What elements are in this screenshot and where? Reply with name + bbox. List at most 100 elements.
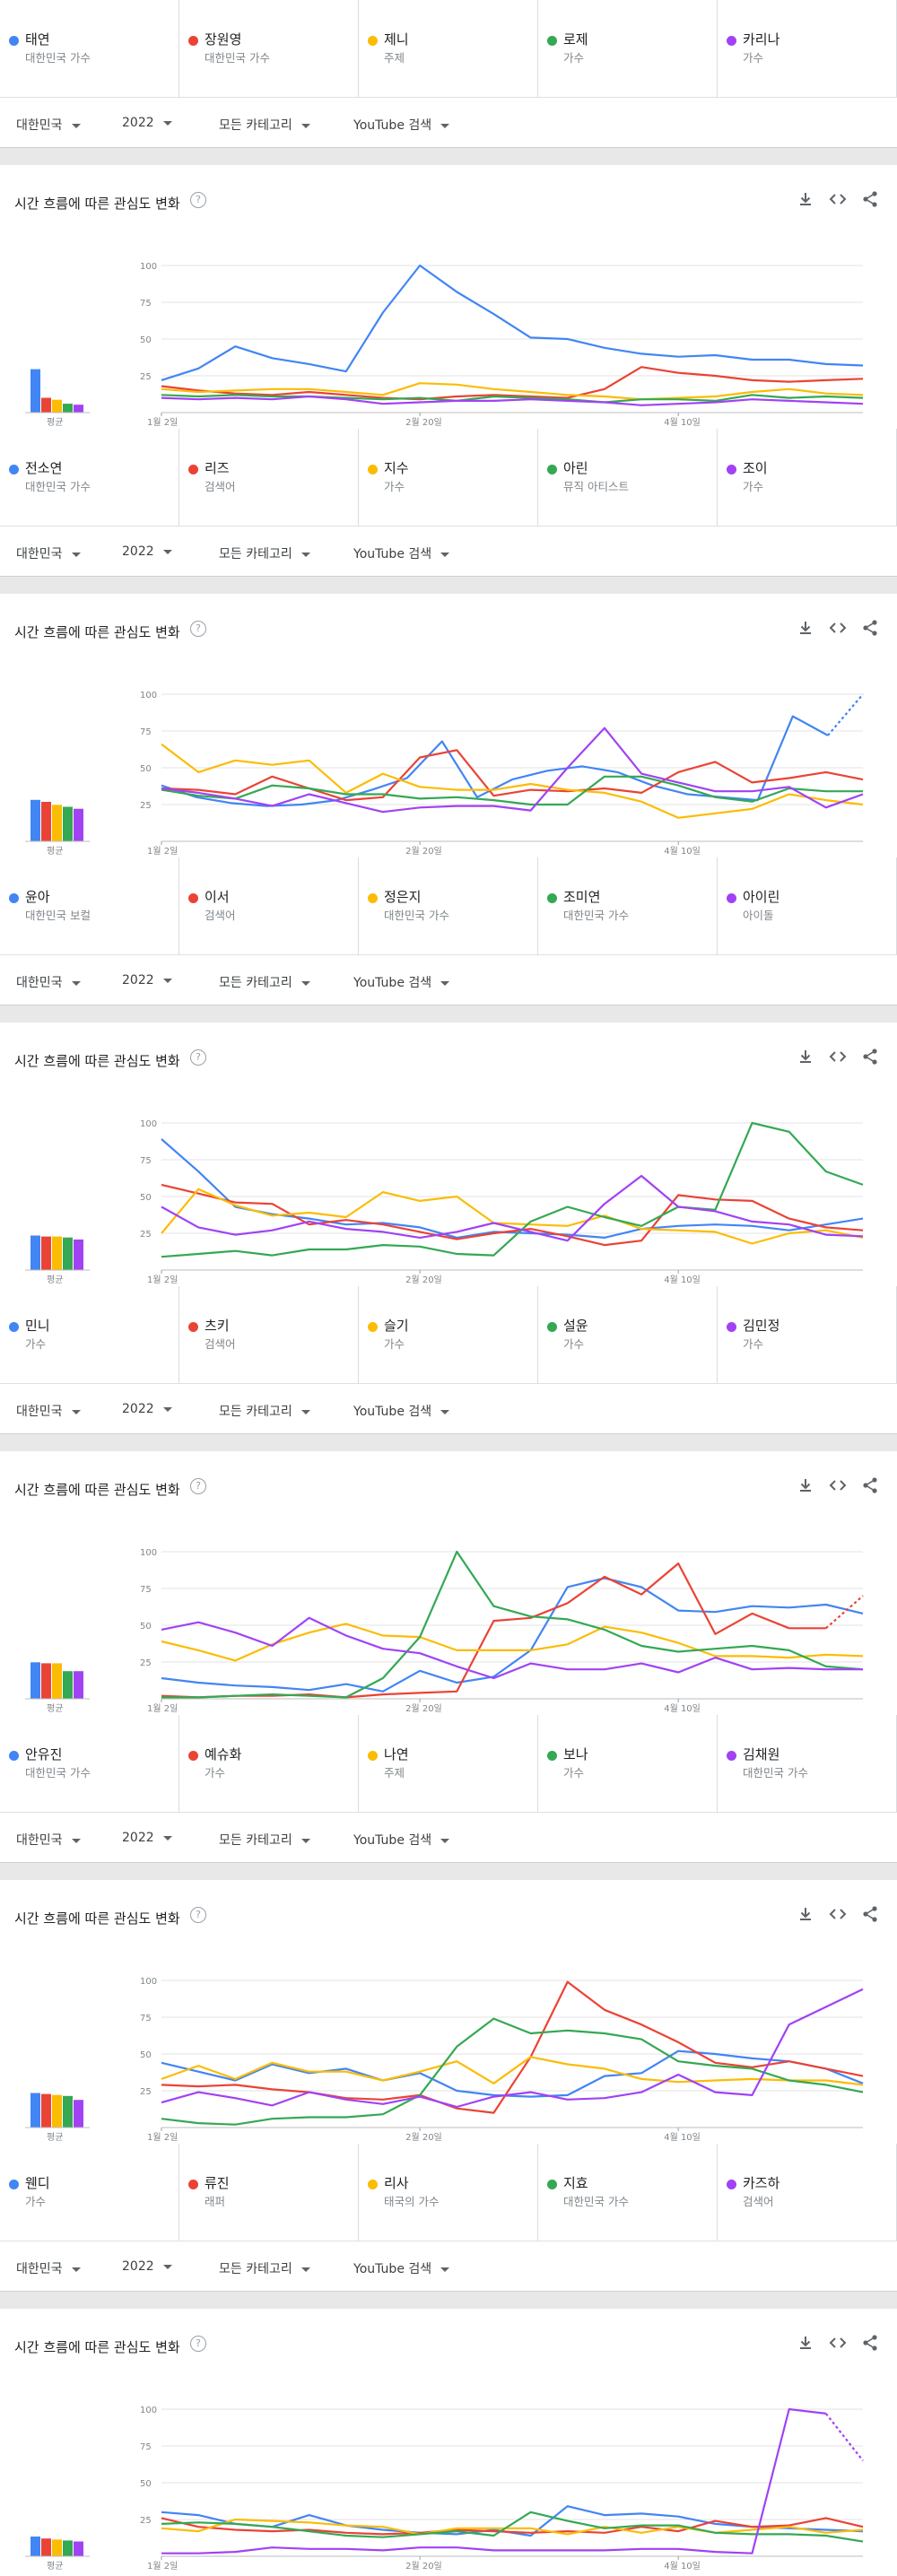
x-tick-label: 1월 2일 — [147, 417, 178, 428]
search-term-category: 검색어 — [205, 909, 236, 922]
region-filter-dropdown[interactable]: 대한민국 — [16, 973, 81, 991]
share-icon[interactable] — [858, 1902, 883, 1927]
embed-icon[interactable] — [825, 1473, 850, 1498]
series-color-dot — [547, 2180, 557, 2189]
average-bar — [30, 1662, 40, 1699]
region-filter-dropdown[interactable]: 대한민국 — [16, 1831, 81, 1849]
embed-icon[interactable] — [825, 187, 850, 212]
download-icon[interactable] — [793, 1902, 818, 1927]
region-filter-dropdown[interactable]: 대한민국 — [16, 544, 81, 562]
search-term[interactable]: 이서 검색어 — [179, 857, 359, 954]
search-term[interactable]: 김채원 대한민국 가수 — [718, 1715, 897, 1812]
search-term[interactable]: 리사 태국의 가수 — [359, 2144, 538, 2241]
search-term[interactable]: 안유진 대한민국 가수 — [0, 1715, 179, 1812]
help-icon[interactable]: ? — [190, 621, 206, 637]
source-filter-dropdown[interactable]: YouTube 검색 — [353, 1402, 450, 1420]
embed-icon[interactable] — [825, 615, 850, 640]
embed-icon[interactable] — [825, 2330, 850, 2355]
help-icon[interactable]: ? — [190, 1907, 206, 1923]
embed-icon[interactable] — [825, 1044, 850, 1069]
series-partial-line — [827, 693, 864, 736]
search-term[interactable]: 보나 가수 — [538, 1715, 718, 1812]
search-term[interactable]: 류진 래퍼 — [179, 2144, 359, 2241]
share-icon[interactable] — [858, 187, 883, 212]
y-tick-label: 50 — [140, 764, 152, 774]
search-term[interactable]: 태연 대한민국 가수 — [0, 0, 179, 97]
search-term[interactable]: 예슈화 가수 — [179, 1715, 359, 1812]
interest-line-chart: 100 75 50 25 1월 2일 2월 20일 4월 10일 평균 — [25, 262, 864, 428]
search-term[interactable]: 웬디 가수 — [0, 2144, 179, 2241]
help-icon[interactable]: ? — [190, 192, 206, 208]
region-filter-dropdown[interactable]: 대한민국 — [16, 1402, 81, 1420]
source-filter-dropdown[interactable]: YouTube 검색 — [353, 973, 450, 991]
search-term[interactable]: 설윤 가수 — [538, 1286, 718, 1383]
download-icon[interactable] — [793, 1044, 818, 1069]
year-filter-dropdown[interactable]: 2022 — [122, 116, 172, 130]
chevron-down-icon — [300, 1409, 310, 1414]
filter-label: YouTube 검색 — [353, 976, 432, 990]
search-term[interactable]: 전소연 대한민국 가수 — [0, 429, 179, 526]
year-filter-dropdown[interactable]: 2022 — [122, 544, 172, 559]
source-filter-dropdown[interactable]: YouTube 검색 — [353, 2259, 450, 2277]
average-bar — [74, 1239, 83, 1270]
search-term[interactable]: 카리나 가수 — [718, 0, 897, 97]
comparison-block: 윤아 대한민국 보컬 이서 검색어 정은지 대한민국 가수 조미연 대한민국 가수 아이린 아이돌… — [0, 857, 897, 1286]
help-icon[interactable]: ? — [190, 1049, 206, 1066]
average-bar — [74, 405, 83, 413]
search-term[interactable]: 지수 가수 — [359, 429, 538, 526]
category-filter-dropdown[interactable]: 모든 카테고리 — [219, 1831, 310, 1849]
y-tick-label: 75 — [140, 1156, 152, 1166]
search-term[interactable]: 조미연 대한민국 가수 — [538, 857, 718, 954]
average-label: 평균 — [47, 417, 63, 428]
average-bar — [52, 2539, 62, 2556]
category-filter-dropdown[interactable]: 모든 카테고리 — [219, 1402, 310, 1420]
search-term[interactable]: 츠키 검색어 — [179, 1286, 359, 1383]
help-icon[interactable]: ? — [190, 1478, 206, 1494]
year-filter-dropdown[interactable]: 2022 — [122, 1831, 172, 1845]
search-term[interactable]: 리즈 검색어 — [179, 429, 359, 526]
search-term[interactable]: 김민정 가수 — [718, 1286, 897, 1383]
series-line — [161, 1188, 864, 1245]
search-term[interactable]: 카즈하 검색어 — [718, 2144, 897, 2241]
search-term-name: 장원영 — [205, 31, 242, 48]
search-term-name: 전소연 — [25, 460, 63, 476]
search-term[interactable]: 장원영 대한민국 가수 — [179, 0, 359, 97]
category-filter-dropdown[interactable]: 모든 카테고리 — [219, 973, 310, 991]
series-line — [161, 743, 864, 819]
search-term-name: 류진 — [205, 2175, 230, 2191]
search-term[interactable]: 아이린 아이돌 — [718, 857, 897, 954]
chevron-down-icon — [71, 123, 81, 128]
category-filter-dropdown[interactable]: 모든 카테고리 — [219, 116, 310, 134]
source-filter-dropdown[interactable]: YouTube 검색 — [353, 116, 450, 134]
region-filter-dropdown[interactable]: 대한민국 — [16, 116, 81, 134]
share-icon[interactable] — [858, 1044, 883, 1069]
source-filter-dropdown[interactable]: YouTube 검색 — [353, 544, 450, 562]
search-term[interactable]: 나연 주제 — [359, 1715, 538, 1812]
help-icon[interactable]: ? — [190, 2336, 206, 2352]
share-icon[interactable] — [858, 1473, 883, 1498]
search-term[interactable]: 민니 가수 — [0, 1286, 179, 1383]
year-filter-dropdown[interactable]: 2022 — [122, 2259, 172, 2274]
category-filter-dropdown[interactable]: 모든 카테고리 — [219, 544, 310, 562]
download-icon[interactable] — [793, 615, 818, 640]
search-term[interactable]: 아린 뮤직 아티스트 — [538, 429, 718, 526]
search-term[interactable]: 정은지 대한민국 가수 — [359, 857, 538, 954]
embed-icon[interactable] — [825, 1902, 850, 1927]
search-term[interactable]: 제니 주제 — [359, 0, 538, 97]
share-icon[interactable] — [858, 615, 883, 640]
year-filter-dropdown[interactable]: 2022 — [122, 973, 172, 988]
year-filter-dropdown[interactable]: 2022 — [122, 1402, 172, 1416]
download-icon[interactable] — [793, 187, 818, 212]
search-term[interactable]: 로제 가수 — [538, 0, 718, 97]
region-filter-dropdown[interactable]: 대한민국 — [16, 2259, 81, 2277]
share-icon[interactable] — [858, 2330, 883, 2355]
search-term[interactable]: 슬기 가수 — [359, 1286, 538, 1383]
source-filter-dropdown[interactable]: YouTube 검색 — [353, 1831, 450, 1849]
search-term[interactable]: 지효 대한민국 가수 — [538, 2144, 718, 2241]
category-filter-dropdown[interactable]: 모든 카테고리 — [219, 2259, 310, 2277]
search-term[interactable]: 조이 가수 — [718, 429, 897, 526]
download-icon[interactable] — [793, 1473, 818, 1498]
filter-bar: 대한민국 2022 모든 카테고리 YouTube 검색 — [0, 526, 897, 577]
download-icon[interactable] — [793, 2330, 818, 2355]
search-term[interactable]: 윤아 대한민국 보컬 — [0, 857, 179, 954]
